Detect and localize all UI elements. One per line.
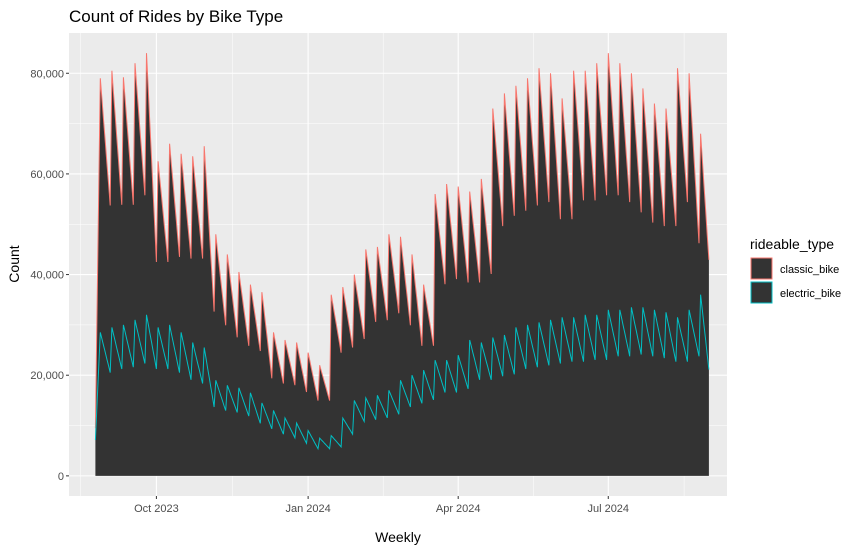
series-line-classic-bike (94, 53, 710, 429)
axis-ticks: 0 20,000 40,000 60,000 80,000 Oct 2023 Jan 202… (30, 68, 629, 515)
y-axis-title: Count (6, 245, 22, 282)
y-tick-label: 80,000 (30, 68, 64, 80)
legend: rideable_type classic_bike electric_bike (750, 236, 841, 304)
area-total (95, 53, 709, 476)
y-tick-label: 0 (58, 471, 64, 483)
legend-label-classic-bike: classic_bike (780, 264, 839, 276)
x-tick-label: Oct 2023 (134, 503, 179, 515)
x-axis-title: Weekly (375, 529, 421, 545)
legend-title: rideable_type (750, 236, 834, 252)
y-tick-label: 20,000 (30, 370, 64, 382)
legend-label-electric-bike: electric_bike (780, 288, 841, 300)
area-layer (95, 53, 709, 476)
y-tick-label: 60,000 (30, 169, 64, 181)
legend-key-classic-bike (750, 257, 773, 280)
y-tick-label: 40,000 (30, 270, 64, 282)
x-tick-label: Apr 2024 (436, 503, 481, 515)
series-lines (94, 53, 710, 451)
x-tick-label: Jul 2024 (587, 503, 629, 515)
x-tick-label: Jan 2024 (285, 503, 330, 515)
series-line-electric-bike (94, 294, 710, 451)
legend-key-electric-bike (750, 281, 773, 304)
chart-title: Count of Rides by Bike Type (69, 7, 283, 26)
